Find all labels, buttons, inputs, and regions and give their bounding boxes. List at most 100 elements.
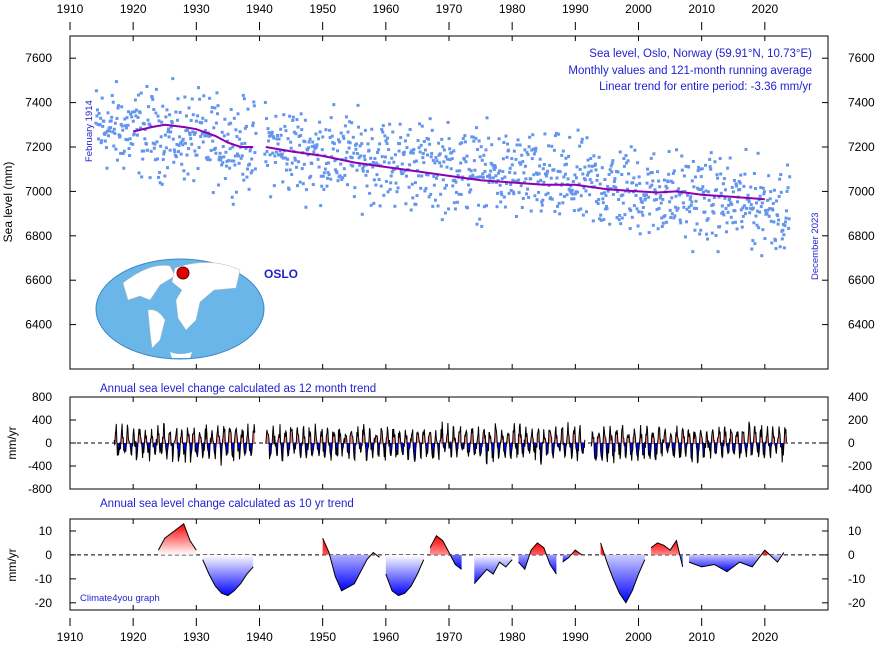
globe-land-eurasia-africa [171,262,241,331]
monthly-point [125,116,129,120]
monthly-point [326,176,330,180]
monthly-point [457,192,461,196]
monthly-point [586,173,590,177]
monthly-point [712,195,716,199]
y-tick-label-right: 0 [848,548,855,562]
globe-land-south-america [147,309,166,349]
monthly-point [236,112,240,116]
monthly-point [351,164,355,168]
monthly-point [159,135,163,139]
monthly-point [554,131,558,135]
monthly-point [616,189,620,193]
monthly-point [430,128,434,132]
monthly-point [709,167,713,171]
monthly-point [527,195,531,199]
monthly-point [160,120,164,124]
monthly-point [339,162,343,166]
monthly-point [177,143,181,147]
monthly-point [109,126,113,130]
monthly-point [656,227,660,231]
monthly-point [626,187,630,191]
monthly-point [213,146,217,150]
monthly-point [189,118,193,122]
monthly-point [748,211,752,215]
monthly-point [616,170,620,174]
monthly-point [647,195,651,199]
monthly-point [562,194,566,198]
monthly-point [344,115,348,119]
monthly-point [184,114,188,118]
monthly-point [266,127,270,131]
monthly-point [304,205,308,209]
monthly-point [163,174,167,178]
monthly-point [572,209,576,213]
monthly-point [192,179,196,183]
monthly-point [264,160,268,164]
monthly-point [367,148,371,152]
monthly-point [659,201,663,205]
monthly-point [401,172,405,176]
monthly-point [203,129,207,133]
x-tick-label-bottom: 1910 [57,630,84,644]
monthly-point [433,161,437,165]
monthly-point [234,190,238,194]
monthly-point [404,174,408,178]
monthly-point [470,176,474,180]
monthly-point [183,95,187,99]
monthly-point [133,110,137,114]
monthly-point [596,173,600,177]
monthly-point [235,135,239,139]
monthly-point [651,223,655,227]
monthly-point [769,219,773,223]
monthly-point [140,149,144,153]
x-tick-label-bottom: 1970 [436,630,463,644]
y-tick-label-left: 6600 [25,273,52,287]
monthly-point [606,185,610,189]
monthly-point [363,128,367,132]
monthly-point [384,139,388,143]
monthly-point [283,156,287,160]
trend-10y-positive-fill [689,550,784,555]
monthly-point [399,169,403,173]
monthly-point [274,114,278,118]
monthly-point [270,130,274,134]
monthly-point [422,140,426,144]
monthly-point [321,174,325,178]
monthly-point [307,140,311,144]
monthly-point [224,150,228,154]
monthly-point [200,132,204,136]
monthly-point [187,106,191,110]
monthly-point [499,190,503,194]
monthly-point [418,122,422,126]
monthly-point [374,161,378,165]
monthly-point [487,180,491,184]
monthly-point [355,168,359,172]
monthly-point [696,169,700,173]
monthly-point [573,173,577,177]
monthly-point [652,198,656,202]
monthly-point [561,201,565,205]
monthly-point [518,161,522,165]
monthly-point [516,138,520,142]
y-tick-label-right: 0 [848,436,855,450]
monthly-point [580,137,584,141]
monthly-point [667,172,671,176]
monthly-point [591,219,595,223]
monthly-point [573,192,577,196]
monthly-point [682,205,686,209]
monthly-point [778,245,782,249]
monthly-point [570,197,574,201]
monthly-point [185,128,189,132]
monthly-point [692,185,696,189]
monthly-point [751,206,755,210]
monthly-point [723,188,727,192]
monthly-point [378,142,382,146]
monthly-point [553,134,557,138]
monthly-point [95,114,99,118]
monthly-point [474,136,478,140]
trend-12m-line [590,421,787,464]
monthly-point [463,134,467,138]
monthly-point [135,133,139,137]
monthly-point [741,214,745,218]
monthly-point [325,184,329,188]
